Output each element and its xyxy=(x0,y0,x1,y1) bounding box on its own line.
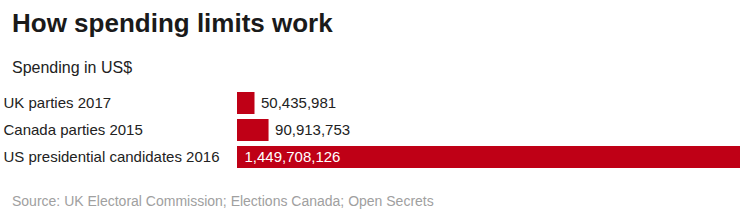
svg-text:90,913,753: 90,913,753 xyxy=(275,121,350,138)
html-text:How spending limits work: How spending limits work xyxy=(12,8,333,38)
html-text:Spending in US$: Spending in US$ xyxy=(12,59,133,76)
svg-text:50,435,981: 50,435,981 xyxy=(261,94,336,111)
svg-text:US presidential candidates 201: US presidential candidates 2016 xyxy=(4,148,220,165)
svg-text:1,449,708,126: 1,449,708,126 xyxy=(245,148,341,165)
svg-text:UK parties 2017: UK parties 2017 xyxy=(4,94,112,111)
svg-text:Canada parties 2015: Canada parties 2015 xyxy=(4,121,143,138)
html-text:Source: UK Electoral Commissio: Source: UK Electoral Commission; Electio… xyxy=(12,193,434,209)
